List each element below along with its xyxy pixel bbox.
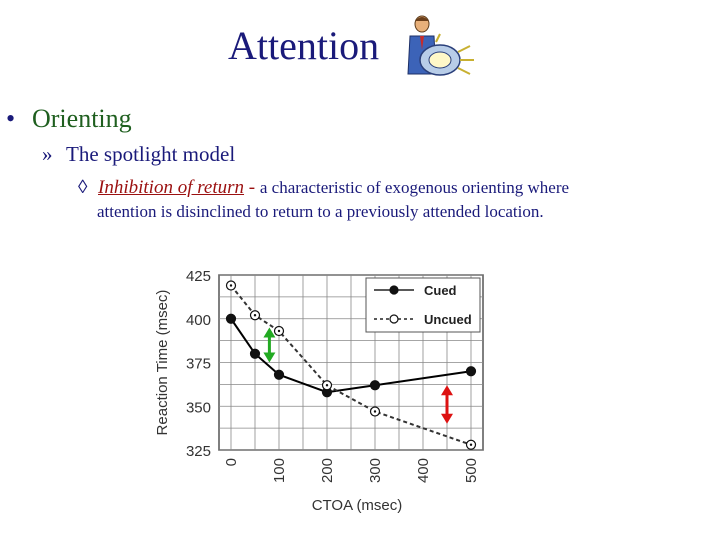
y-tick-label-4: 325	[186, 443, 211, 460]
sub-bullet-marker: »	[42, 142, 53, 166]
data-point-center-uncued-4	[373, 410, 377, 413]
legend-label-cued: Cued	[424, 283, 457, 298]
third-bullet-ior: ◊ Inhibition of return - a characteristic…	[78, 177, 569, 199]
x-axis-label: CTOA (msec)	[312, 497, 403, 514]
data-point-center-uncued-5	[469, 443, 473, 446]
series-line-cued	[230, 318, 472, 394]
ior-description-line1: a characteristic of exogenous orienting …	[259, 178, 570, 197]
x-tick-label-0: 0	[223, 458, 240, 466]
legend-marker-uncued	[389, 314, 399, 324]
data-point-cued-1	[249, 348, 261, 359]
legend-label-uncued: Uncued	[424, 312, 472, 327]
y-tick-label-0: 425	[186, 268, 211, 285]
data-point-cued-0	[225, 313, 237, 324]
bullet-orienting: • Orienting	[6, 104, 132, 134]
data-point-center-uncued-2	[277, 329, 281, 333]
x-tick-label-2: 200	[319, 458, 336, 483]
x-tick-label-3: 300	[367, 458, 384, 483]
data-point-cued-2	[273, 369, 285, 380]
arrow-head-up-1	[441, 385, 453, 396]
ior-description-line2: attention is disinclined to return to a …	[97, 202, 544, 221]
sub-bullet-spotlight: » The spotlight model	[42, 142, 235, 167]
slide-title: Attention	[228, 23, 380, 68]
y-tick-label-1: 400	[186, 312, 211, 329]
ior-term: Inhibition of return	[98, 177, 245, 198]
man-with-spotlight-icon	[407, 15, 474, 76]
data-point-center-uncued-1	[253, 314, 257, 317]
data-point-cued-5	[465, 366, 477, 377]
y-tick-label-2: 375	[186, 356, 211, 373]
y-axis-label: Reaction Time (msec)	[154, 290, 171, 436]
arrow-head-down-0	[263, 352, 276, 363]
sub-bullet-text: The spotlight model	[66, 142, 236, 166]
legend-marker-cued	[389, 285, 399, 295]
series-line-uncued	[230, 284, 472, 446]
data-point-center-uncued-3	[325, 384, 329, 387]
bullet-marker: •	[6, 104, 16, 133]
diamond-marker: ◊	[78, 177, 88, 198]
y-tick-label-3: 350	[186, 399, 211, 416]
legend-box	[365, 277, 481, 333]
arrow-head-down-1	[441, 413, 453, 424]
term-dash: -	[248, 177, 256, 198]
arrow-head-up-0	[263, 327, 276, 338]
x-tick-label-5: 500	[463, 458, 480, 483]
bullet-text: Orienting	[32, 104, 132, 133]
data-point-center-uncued-0	[229, 284, 233, 287]
x-tick-label-1: 100	[271, 458, 288, 483]
x-tick-label-4: 400	[415, 458, 432, 483]
reaction-time-chart: 425 400 375 350 325 0 100 200 300 400 500 CTOA (mse…	[154, 268, 484, 514]
data-point-cued-4	[369, 380, 381, 391]
